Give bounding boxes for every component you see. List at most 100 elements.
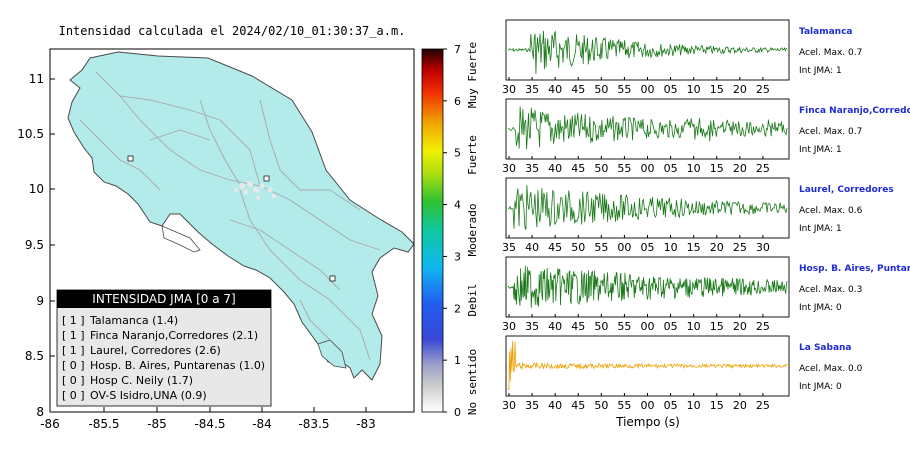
waveform-tick-label: 35 — [525, 162, 539, 175]
waveform-tick-label: 35 — [502, 241, 516, 254]
legend-item-code: [ 1 ] — [62, 314, 85, 327]
map-x-tick-label: -84.5 — [194, 417, 225, 431]
station-marker — [329, 275, 336, 282]
waveform-tick-label: 50 — [594, 320, 608, 333]
waveform-tick-label: 55 — [617, 320, 631, 333]
waveform-tick-label: 40 — [548, 320, 562, 333]
waveform-tick-label: 30 — [502, 399, 516, 412]
intensity-legend: INTENSIDAD JMA [0 a 7] [ 1 ] Talamanca (1… — [56, 289, 272, 407]
legend-item-code: [ 1 ] — [62, 329, 85, 342]
station-intensity: Int JMA: 1 — [799, 66, 842, 76]
legend-item-label: Hosp C. Neily (1.7) — [90, 374, 193, 387]
map-y-tick-label: 8.5 — [25, 349, 44, 363]
colorbar-tick-label: 4 — [454, 199, 461, 212]
waveform-tick-label: 00 — [617, 241, 631, 254]
waveform-tick-label: 35 — [525, 399, 539, 412]
colorbar-tick-label: 5 — [454, 147, 461, 160]
waveform-tick-label: 10 — [664, 241, 678, 254]
colorbar-category-label: Muy Fuerte — [466, 42, 479, 108]
station-intensity: Int JMA: 0 — [799, 303, 842, 313]
colorbar-tick-label: 7 — [454, 43, 461, 56]
waveform-tick-label: 25 — [756, 320, 770, 333]
waveform-trace — [507, 106, 788, 150]
waveform-panel: 30 35 40 45 50 55 00 05 10 15 20 25 Hosp. B. Aires, … — [502, 256, 910, 333]
road-network — [79, 71, 381, 361]
waveform-tick-label: 10 — [687, 83, 701, 96]
waveform-trace — [507, 185, 788, 230]
waveform-tick-label: 20 — [710, 241, 724, 254]
legend-box — [56, 289, 272, 407]
waveform-tick-label: 50 — [594, 162, 608, 175]
waveform-trace — [507, 340, 788, 391]
waveform-tick-label: 40 — [548, 83, 562, 96]
waveform-tick-label: 05 — [664, 320, 678, 333]
station-name: Laurel, Corredores — [799, 185, 894, 195]
map-x-tick-label: -85.5 — [88, 417, 119, 431]
waveform-tick-label: 15 — [710, 83, 724, 96]
colorbar-tick-label: 0 — [454, 406, 461, 419]
legend-item-label: OV-S Isidro,UNA (0.9) — [90, 389, 207, 402]
waveform-panel: 30 35 40 45 50 55 00 05 10 15 20 25 Talamanca Acel. M… — [502, 19, 862, 96]
legend-item-code: [ 0 ] — [62, 359, 85, 372]
waveform-tick-label: 40 — [548, 399, 562, 412]
station-intensity: Int JMA: 0 — [799, 382, 842, 392]
map-title: Intensidad calculada el 2024/02/10_01:30… — [59, 24, 406, 38]
waveform-tick-label: 35 — [525, 83, 539, 96]
waveform-tick-label: 00 — [641, 320, 655, 333]
waveform-tick-label: 00 — [641, 162, 655, 175]
waveform-tick-label: 45 — [571, 399, 585, 412]
legend-item-code: [ 0 ] — [62, 389, 85, 402]
station-accel: Acel. Max. 0.7 — [799, 48, 862, 58]
waveform-tick-label: 55 — [594, 241, 608, 254]
nicoya-gulf — [161, 225, 201, 253]
legend-title: INTENSIDAD JMA [0 a 7] — [92, 292, 235, 306]
station-accel: Acel. Max. 0.0 — [799, 364, 863, 374]
waveform-tick-label: 30 — [502, 320, 516, 333]
station-marker — [263, 175, 270, 182]
waveform-tick-label: 40 — [548, 162, 562, 175]
waveform-tick-label: 40 — [525, 241, 539, 254]
colorbar-category-label: No sentido — [466, 349, 479, 415]
map-y-tick-label: 8 — [36, 405, 44, 419]
waveform-tick-label: 00 — [641, 83, 655, 96]
waveform-tick-label: 50 — [594, 399, 608, 412]
waveform-tick-label: 25 — [756, 399, 770, 412]
map-x-tick-label: -84 — [252, 417, 272, 431]
map-y-tick-label: 10.5 — [17, 127, 44, 141]
waveform-tick-label: 55 — [617, 162, 631, 175]
waveform-tick-label: 50 — [594, 83, 608, 96]
station-name: Talamanca — [799, 27, 852, 37]
map-x-tick-label: -83.5 — [298, 417, 329, 431]
legend-item-label: Laurel, Corredores (2.6) — [90, 344, 221, 357]
colorbar-category-label: Fuerte — [466, 135, 479, 175]
waveform-tick-label: 15 — [687, 241, 701, 254]
map-x-axis: -86 -85.5 -85 -84.5 -84 -83.5 -83 — [40, 407, 376, 431]
waveform-panel: 30 35 40 45 50 55 00 05 10 15 20 25 La Sabana Acel. M… — [502, 335, 863, 412]
waveform-tick-label: 15 — [710, 162, 724, 175]
waveform-tick-label: 30 — [756, 241, 770, 254]
waveform-tick-label: 25 — [733, 241, 747, 254]
colorbar-tick-label: 2 — [454, 302, 461, 315]
station-intensity: Int JMA: 1 — [799, 224, 842, 234]
map-y-axis: 11 10.5 10 9.5 9 8.5 8 — [17, 72, 55, 419]
colorbar-category-label: Debil — [466, 283, 479, 316]
waveform-tick-label: 50 — [571, 241, 585, 254]
station-accel: Acel. Max. 0.7 — [799, 127, 862, 137]
station-marker — [127, 155, 134, 162]
legend-item-code: [ 1 ] — [62, 344, 85, 357]
waveform-panel: 30 35 40 45 50 55 00 05 10 15 20 25 Finca Naranjo,Co… — [502, 98, 910, 175]
legend-item-code: [ 0 ] — [62, 374, 85, 387]
waveform-tick-label: 20 — [733, 320, 747, 333]
colorbar-category-label: Moderado — [466, 204, 479, 257]
colorbar: 0 1 2 3 4 5 6 7 No sentido Debil Moderado Fuerte Mu… — [421, 42, 479, 419]
map-y-tick-label: 10 — [29, 182, 44, 196]
waveform-tick-label: 00 — [641, 399, 655, 412]
waveform-tick-label: 15 — [710, 320, 724, 333]
waveform-tick-label: 45 — [571, 83, 585, 96]
map-x-tick-label: -86 — [40, 417, 60, 431]
waveform-tick-label: 05 — [641, 241, 655, 254]
waveform-panel: 35 40 45 50 55 00 05 10 15 20 25 30 Laurel, Corredor… — [502, 177, 894, 254]
waveform-tick-label: 30 — [502, 83, 516, 96]
waveform-tick-label: 05 — [664, 83, 678, 96]
